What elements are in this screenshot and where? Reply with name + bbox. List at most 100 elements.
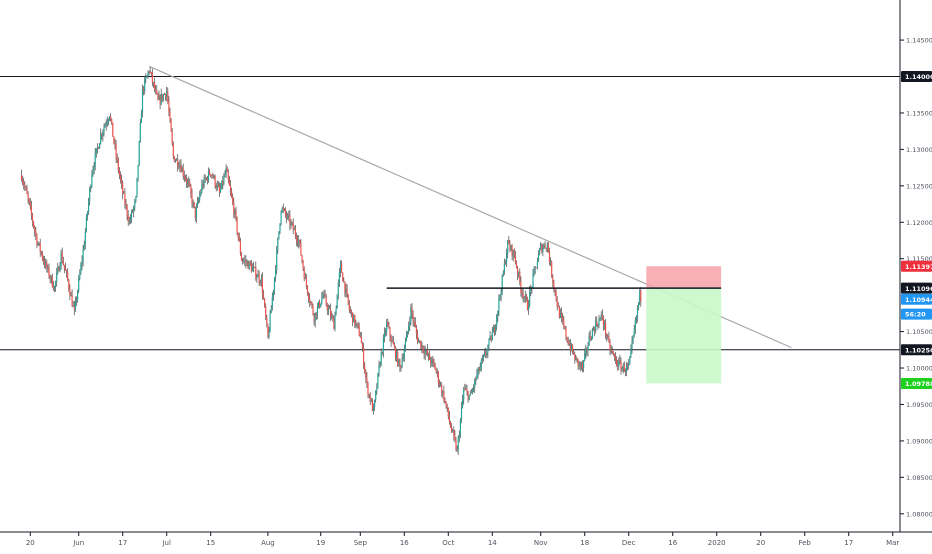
candle — [209, 168, 211, 176]
drawing-tools[interactable] — [386, 266, 722, 384]
candle-body — [434, 364, 436, 370]
candle — [465, 384, 467, 391]
candle — [552, 274, 554, 288]
candle — [269, 310, 271, 333]
candle — [254, 266, 256, 269]
candle-body — [376, 387, 378, 391]
candle-body — [473, 387, 475, 390]
candle-body — [140, 113, 142, 123]
candle-body — [460, 407, 463, 420]
candle-body — [570, 344, 573, 351]
candle-body — [78, 278, 80, 292]
candle-body — [404, 341, 406, 350]
candle — [105, 119, 107, 131]
candle — [101, 132, 103, 140]
candle-body — [396, 352, 398, 359]
candle — [129, 214, 131, 225]
candle — [128, 216, 130, 225]
candle — [634, 317, 636, 335]
candle — [143, 85, 145, 96]
candle-body — [99, 143, 101, 149]
candle — [227, 169, 229, 184]
candle — [327, 304, 329, 316]
candle — [144, 75, 146, 95]
candle-body — [199, 195, 201, 200]
candle — [499, 294, 501, 301]
candle-body — [403, 349, 405, 359]
candle-body — [595, 321, 597, 332]
candle-body — [564, 326, 566, 328]
candle-body — [443, 390, 445, 401]
candle-body — [348, 303, 350, 310]
candle-body — [568, 344, 570, 346]
candle — [154, 77, 156, 93]
candle — [616, 356, 618, 367]
candle-body — [195, 206, 197, 219]
candle-body — [481, 358, 483, 361]
candle — [488, 337, 490, 351]
candle-body — [391, 340, 393, 342]
candle — [166, 86, 168, 102]
candle-body — [192, 202, 194, 204]
candle — [532, 269, 534, 289]
candle-body — [421, 345, 423, 349]
candle — [448, 410, 450, 425]
candle — [309, 293, 311, 308]
candle — [223, 173, 225, 186]
candle-body — [424, 351, 426, 355]
candle-body — [451, 427, 453, 432]
candle-body — [620, 362, 622, 371]
candle-body — [545, 247, 547, 249]
candle — [149, 67, 151, 74]
candle-body — [536, 261, 538, 268]
candle — [410, 303, 412, 326]
candle — [451, 423, 453, 433]
candle-body — [221, 180, 223, 189]
candle — [366, 371, 368, 389]
candle — [600, 311, 602, 321]
candle — [608, 331, 610, 343]
candle — [617, 359, 619, 371]
candle-body — [209, 171, 211, 175]
candle — [151, 68, 153, 87]
candle-body — [191, 193, 193, 204]
candle — [411, 302, 413, 320]
candle-body — [135, 196, 137, 201]
candle — [238, 232, 240, 242]
candle — [277, 237, 279, 254]
target-price-label-text: 1.09788 — [905, 380, 932, 388]
price-tick-label: 1.10500 — [906, 328, 932, 336]
candle — [176, 158, 178, 161]
candle-body — [397, 352, 399, 366]
candle — [92, 165, 94, 177]
candle-body — [323, 293, 325, 295]
candle-body — [523, 297, 525, 299]
candle — [301, 254, 303, 264]
candle — [61, 247, 63, 264]
candle — [183, 170, 185, 183]
candle — [146, 74, 148, 78]
take-profit-zone[interactable] — [646, 288, 722, 384]
candle — [233, 197, 235, 219]
candle-body — [448, 416, 450, 423]
candle-body — [22, 180, 24, 183]
candle-body — [66, 270, 68, 273]
candle-body — [469, 393, 471, 396]
candle — [288, 210, 290, 222]
candle — [379, 361, 381, 369]
candle — [614, 351, 617, 364]
candle-body — [586, 348, 588, 351]
candle — [456, 445, 458, 453]
candle-body — [255, 267, 257, 278]
candle-body — [162, 94, 164, 100]
candle-body — [25, 187, 27, 189]
candle — [53, 285, 56, 293]
candle-body — [418, 340, 420, 343]
stop-loss-zone[interactable] — [646, 266, 722, 289]
candle — [66, 269, 68, 278]
candle — [75, 296, 78, 307]
candle-body — [326, 305, 328, 311]
candle — [490, 335, 492, 343]
